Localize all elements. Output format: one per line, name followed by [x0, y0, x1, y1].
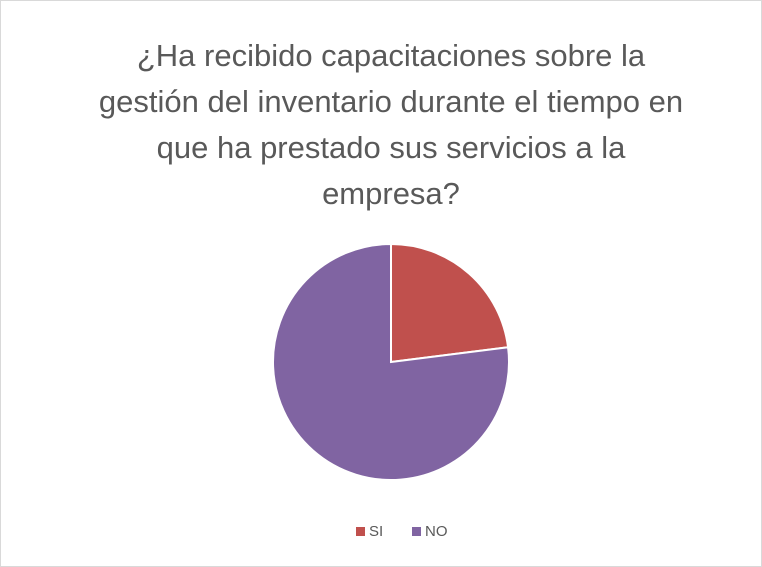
pie-slice	[390, 242, 510, 364]
chart-title: ¿Ha recibido capacitaciones sobre la ges…	[98, 38, 684, 211]
legend-label: SI	[369, 523, 383, 540]
legend-swatch	[412, 527, 421, 536]
legend-label: NO	[425, 523, 448, 540]
pie-slice	[272, 242, 510, 481]
legend-swatch	[356, 527, 365, 536]
